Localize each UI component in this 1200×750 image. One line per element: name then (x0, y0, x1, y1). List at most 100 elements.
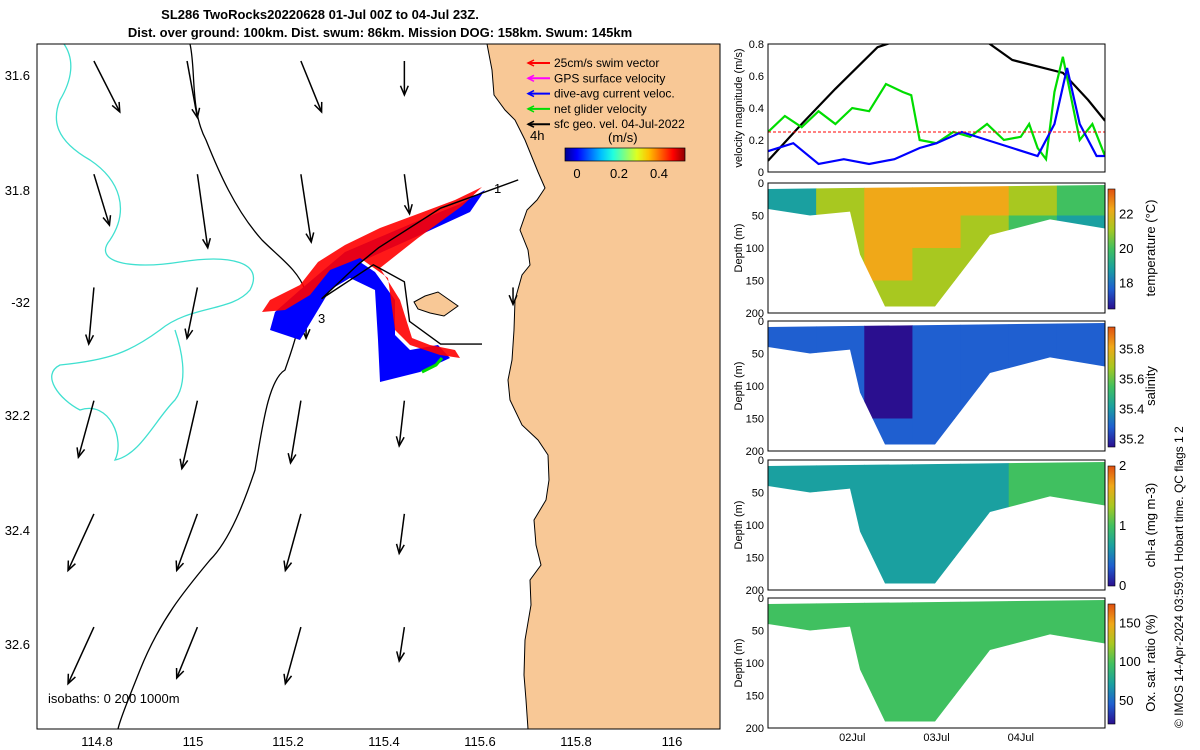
map-x-tick: 115.4 (368, 734, 400, 749)
current-vector-shaft (398, 626, 406, 662)
isobaths-label: isobaths: 0 200 1000m (48, 691, 180, 706)
current-vector-head (76, 447, 86, 460)
current-vector-shaft (67, 626, 95, 685)
section-colorbar-tick: 35.6 (1119, 372, 1144, 387)
legend-swatch-head (526, 105, 535, 113)
section-cell (1056, 600, 1105, 631)
velocity-y-tick: 0.2 (749, 135, 764, 147)
section-cell (1056, 185, 1105, 216)
legend-label: net glider velocity (554, 102, 647, 116)
section-cell (912, 663, 962, 696)
section-y-label: Depth (m) (733, 362, 745, 411)
velocity-y-label: velocity magnitude (m/s) (733, 48, 745, 167)
current-vector-head (403, 203, 413, 216)
current-vector-shaft (300, 174, 312, 243)
section-cell (864, 630, 913, 664)
current-vector-shaft (77, 400, 95, 458)
current-vector-head (283, 560, 293, 573)
section-y-tick: 100 (746, 381, 764, 393)
section-colorbar-tick: 100 (1119, 654, 1141, 669)
current-vector-head (84, 334, 95, 346)
current-vector-head (102, 215, 112, 227)
current-vector-shaft (403, 174, 411, 214)
section-colorbar-label: Ox. sat. ratio (%) (1143, 614, 1158, 712)
section-y-tick: 50 (752, 626, 764, 638)
velocity-series-line (768, 67, 1105, 166)
section-cell (864, 386, 913, 419)
current-vector-shaft (196, 174, 209, 248)
section-cell (864, 353, 913, 387)
section-colorbar-tick: 35.4 (1119, 402, 1144, 417)
section-cell (912, 630, 962, 664)
track-label-1: 1 (494, 181, 501, 196)
velocity-y-tick: 0 (758, 167, 764, 179)
glider-track (321, 179, 519, 345)
colorbar-title: (m/s) (608, 130, 638, 145)
section-cell (1008, 185, 1058, 216)
current-vector-head (111, 101, 121, 114)
land-mass (486, 43, 721, 730)
section-cell (864, 323, 913, 354)
current-vector-head (287, 453, 297, 465)
section-colorbar (1107, 465, 1116, 587)
section-colorbar-tick: 35.2 (1119, 432, 1144, 447)
section-cell (816, 600, 865, 631)
legend-swatch-head (526, 74, 535, 82)
section-cell (1056, 462, 1105, 493)
current-vector-shaft (284, 626, 302, 684)
dive-avg-current-band (270, 190, 485, 382)
current-vector-head (67, 560, 76, 573)
section-cell (864, 600, 913, 631)
section-colorbar-tick: 2 (1119, 458, 1126, 473)
section-y-tick: 150 (746, 691, 764, 703)
current-vector-shaft (176, 513, 199, 571)
section-cell (912, 323, 962, 354)
section-colorbar-tick: 1 (1119, 518, 1126, 533)
section-cell (960, 323, 1010, 354)
map-x-tick: 115 (183, 734, 204, 749)
section-colorbar-tick: 0 (1119, 578, 1126, 593)
legend-label: sfc geo. vel. 04-Jul-2022 (554, 117, 685, 131)
current-vector-head (184, 328, 194, 341)
section-y-label: Depth (m) (733, 639, 745, 688)
current-vector-head (175, 668, 185, 680)
section-cell (960, 185, 1010, 216)
current-vector-head (283, 673, 293, 686)
current-vector-shaft (398, 400, 406, 447)
speed-colorbar-tick: 0.4 (650, 166, 668, 181)
section-colorbar-label: temperature (°C) (1143, 200, 1158, 297)
section-y-tick: 0 (758, 593, 764, 605)
section-colorbar (1107, 188, 1116, 310)
map-y-tick: 32.4 (5, 523, 30, 538)
map-x-tick: 116 (662, 734, 683, 749)
section-colorbar-label: chl-a (mg m-3) (1143, 483, 1158, 568)
current-vector-head (313, 101, 323, 114)
section-cell (864, 215, 913, 249)
current-vector-shaft (284, 513, 302, 571)
velocity-y-tick: 0.8 (749, 39, 764, 51)
section-colorbar-tick: 18 (1119, 275, 1133, 290)
track-label-4h: 4h (530, 128, 544, 143)
section-cell (912, 462, 962, 493)
section-cell (864, 663, 913, 696)
current-vector-head (67, 673, 76, 686)
footer-credit: © IMOS 14-Apr-2024 03:59:01 Hobart time.… (1172, 426, 1186, 728)
map-x-tick: 115.8 (560, 734, 592, 749)
track-label-3: 3 (318, 311, 325, 326)
current-vector-shaft (176, 626, 199, 679)
section-cell (864, 248, 913, 281)
legend-swatch-head (526, 120, 535, 128)
section-colorbar-tick: 50 (1119, 693, 1133, 708)
velocity-plot-area (768, 44, 1105, 172)
legend-swatch-head (526, 59, 535, 67)
map-x-tick: 115.6 (464, 734, 496, 749)
speed-colorbar (564, 147, 686, 162)
map-y-tick: 31.6 (5, 68, 30, 83)
legend-label: 25cm/s swim vector (554, 56, 659, 70)
section-y-tick: 100 (746, 243, 764, 255)
section-y-tick: 200 (746, 723, 764, 735)
section-cell (816, 185, 865, 216)
section-y-tick: 50 (752, 488, 764, 500)
current-vector-shaft (186, 60, 199, 118)
